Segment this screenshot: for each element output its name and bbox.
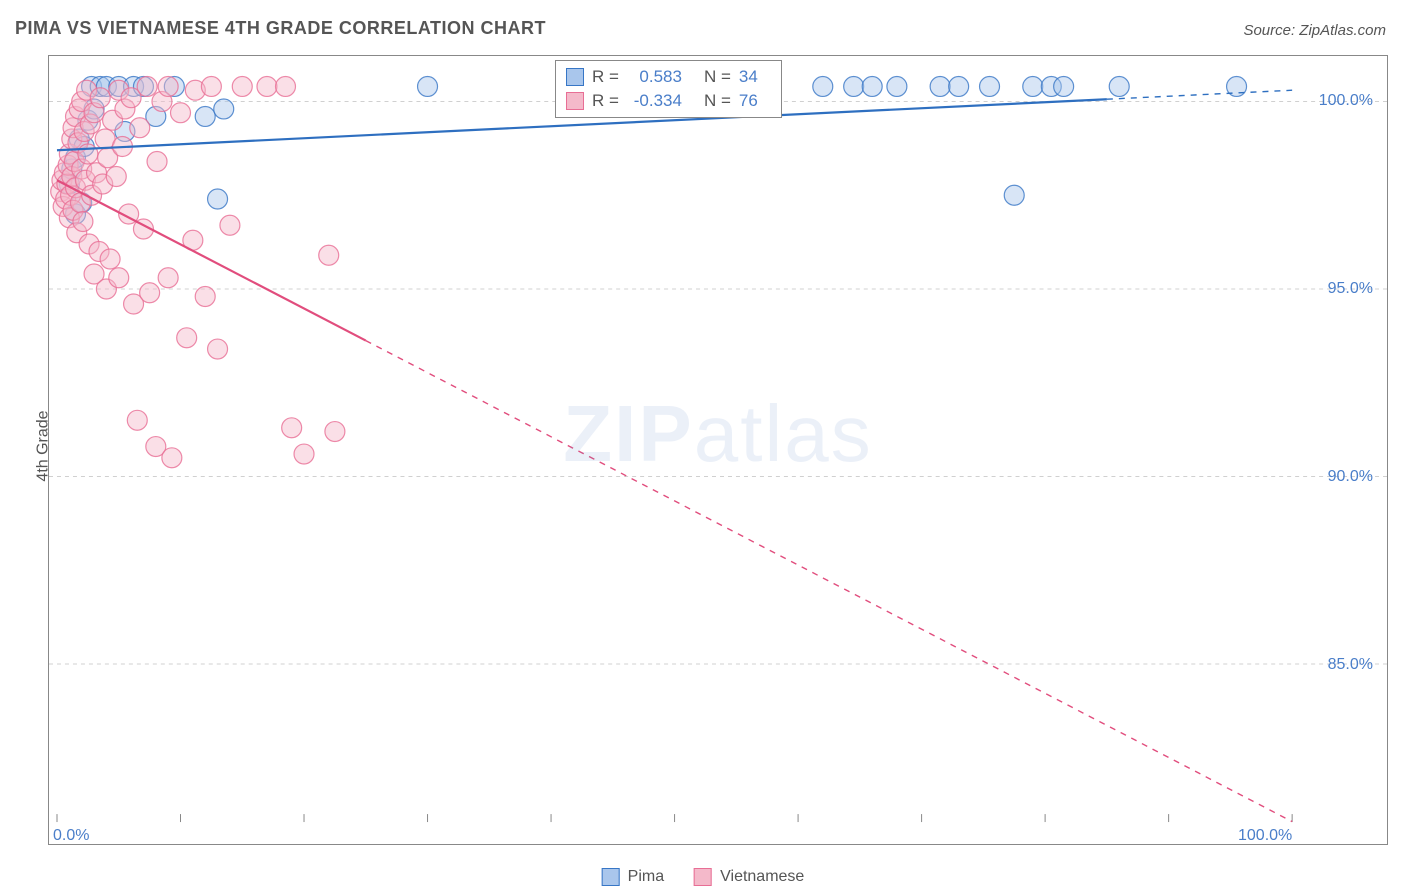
legend-item: Pima	[602, 868, 664, 886]
chart-title: PIMA VS VIETNAMESE 4TH GRADE CORRELATION…	[15, 18, 546, 39]
series-swatch	[694, 868, 712, 886]
x-tick-label: 0.0%	[53, 827, 89, 845]
source-label: Source: ZipAtlas.com	[1243, 22, 1386, 39]
legend-label: Pima	[628, 868, 664, 886]
y-tick-label: 95.0%	[1328, 280, 1373, 298]
y-tick-label: 85.0%	[1328, 656, 1373, 674]
r-label: R =	[592, 91, 619, 111]
r-value: 0.583	[627, 67, 682, 87]
scatter-plot-svg	[49, 56, 1387, 844]
n-label: N =	[704, 91, 731, 111]
r-value: -0.334	[627, 91, 682, 111]
y-tick-label: 90.0%	[1328, 468, 1373, 486]
x-tick-label: 100.0%	[1238, 827, 1292, 845]
stat-row: R = -0.334 N = 76	[566, 91, 767, 111]
stats-legend-box: R = 0.583 N = 34 R = -0.334 N = 76	[555, 60, 782, 118]
n-value: 76	[739, 91, 767, 111]
stat-row: R = 0.583 N = 34	[566, 67, 767, 87]
plot-area: ZIPatlas 85.0%90.0%95.0%100.0%	[48, 55, 1388, 845]
y-tick-label: 100.0%	[1319, 92, 1373, 110]
n-value: 34	[739, 67, 767, 87]
n-label: N =	[704, 67, 731, 87]
series-legend: Pima Vietnamese	[602, 868, 805, 886]
legend-item: Vietnamese	[694, 868, 804, 886]
legend-label: Vietnamese	[720, 868, 804, 886]
series-swatch	[602, 868, 620, 886]
r-label: R =	[592, 67, 619, 87]
series-swatch	[566, 68, 584, 86]
series-swatch	[566, 92, 584, 110]
